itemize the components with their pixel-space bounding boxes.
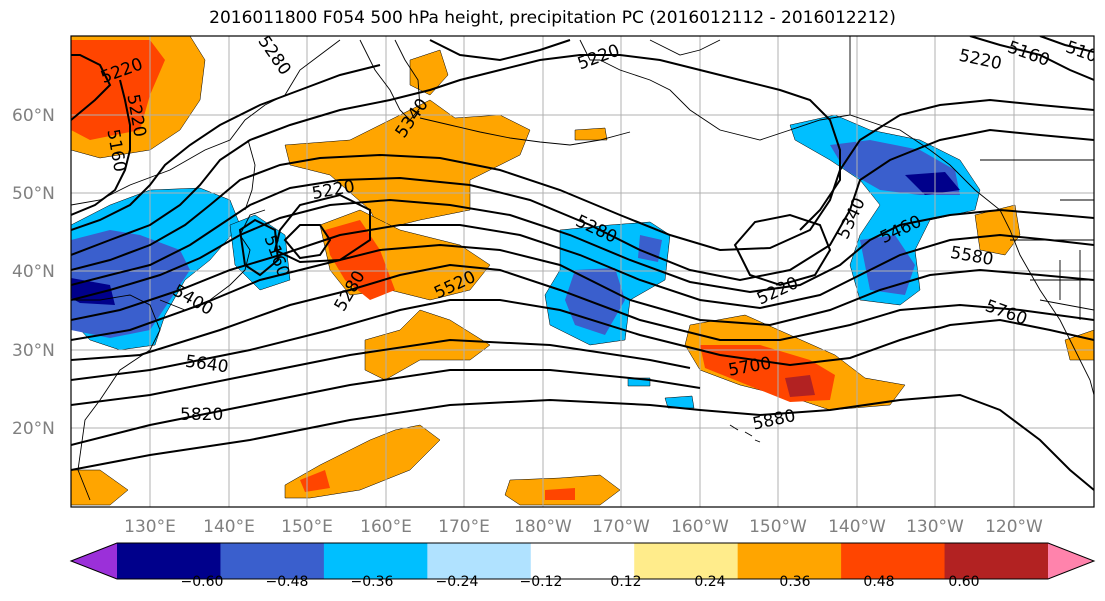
shade-hawaii-cyan [664, 395, 695, 409]
shade-hawaii-darkred [785, 375, 815, 397]
colorbar [69, 542, 1096, 580]
shade-ocean-orange [364, 309, 491, 381]
colorbar-segment [427, 543, 532, 579]
shade-ca-orange [974, 204, 1021, 256]
contour-low-jp [283, 224, 332, 260]
colorbar-tick-label: −0.60 [181, 574, 224, 590]
coastlines [71, 36, 1094, 501]
contour-5160 [71, 79, 131, 216]
lon-label: 150°E [281, 517, 333, 537]
contour-5340 [71, 98, 1094, 271]
contour-nwlow [71, 54, 112, 121]
lon-label: 150°W [749, 517, 807, 537]
shade-small-orange [574, 127, 608, 141]
colorbar-ticks: −0.60 −0.48 −0.36 −0.24 −0.12 0.12 0.24 … [181, 574, 980, 590]
coast-asia [71, 39, 341, 501]
coast-sakhalin [244, 139, 256, 211]
coast-kamchatka [359, 39, 421, 121]
contour-5220b [273, 193, 371, 264]
colorbar-tick-label: −0.48 [266, 574, 309, 590]
lon-label: 160°E [360, 517, 412, 537]
lon-label: 130°W [906, 517, 964, 537]
coast-hawaii [729, 424, 761, 443]
shade-mid-blue2 [638, 235, 662, 262]
coast-aleutians [419, 117, 631, 146]
lon-label: 130°E [124, 517, 176, 537]
map-frame [70, 35, 1095, 508]
shade-mid-blue [565, 268, 625, 335]
shade-westcoast-blue [860, 235, 915, 295]
colorbar-outline [69, 542, 1096, 580]
colorbar-segment [944, 543, 1049, 579]
colorbar-segment [530, 543, 635, 579]
colorbar-segment [737, 543, 842, 579]
lon-label: 170°W [592, 517, 650, 537]
contour-5400 [71, 128, 1094, 286]
colorbar-segment [841, 543, 946, 579]
coast-alaska [599, 59, 1094, 396]
lon-label: 170°E [438, 517, 490, 537]
lat-label: 40°N [12, 262, 55, 282]
precip-positive-shading [71, 36, 1094, 506]
colorbar-tick-label: 0.24 [694, 574, 725, 590]
shade-aleut-orange [409, 49, 449, 96]
latitude-labels: 60°N 50°N 40°N 30°N 20°N [12, 106, 55, 439]
colorbar-segment [323, 543, 428, 579]
colorbar-segment [634, 543, 739, 579]
lon-label: 140°E [203, 517, 255, 537]
contour-label: 5820 [180, 405, 223, 425]
lat-label: 30°N [12, 341, 55, 361]
colorbar-tick-label: 0.60 [948, 574, 979, 590]
contour-low-mid [733, 213, 832, 287]
lon-label: 120°W [985, 517, 1043, 537]
lon-label: 140°W [828, 517, 886, 537]
canada-border [849, 36, 1094, 201]
shade-japan-red [325, 220, 395, 300]
coast-alaska-north [579, 39, 721, 61]
longitude-labels: 130°E 140°E 150°E 160°E 170°E 180°W 170°… [124, 517, 1043, 537]
colorbar-extend-high [1048, 543, 1094, 579]
contour-5160b [969, 36, 1094, 81]
contour-low-sak [238, 218, 280, 277]
contour-5820 [71, 369, 701, 446]
shade-gulf-navy [905, 172, 960, 195]
lon-label: 180°W [514, 517, 572, 537]
contour-5280 [71, 54, 841, 256]
contour-5580 [71, 243, 1094, 341]
contour-5880 [71, 393, 1094, 491]
contour-5520 [71, 224, 1094, 321]
graticule [71, 36, 1094, 507]
colorbar-segment [220, 543, 325, 579]
colorbar-extend-low [71, 543, 117, 579]
colorbar-segment [117, 543, 221, 579]
shade-asia-navy [71, 278, 115, 305]
lat-label: 60°N [12, 106, 55, 126]
contour-5640 [71, 263, 1094, 361]
colorbar-tick-label: 0.36 [779, 574, 810, 590]
contour-5100 [1039, 36, 1094, 53]
contour-5700 [71, 299, 1094, 381]
colorbar-tick-label: −0.24 [436, 574, 479, 590]
contour-5460 [71, 198, 1094, 301]
map-title: 2016011800 F054 500 hPa height, precipit… [209, 8, 896, 28]
colorbar-tick-label: −0.36 [351, 574, 394, 590]
lat-label: 50°N [12, 184, 55, 204]
colorbar-tick-label: −0.12 [520, 574, 563, 590]
colorbar-tick-label: 0.12 [610, 574, 641, 590]
height-contours [71, 36, 1094, 491]
contour-5220a [71, 64, 381, 231]
lon-label: 160°W [671, 517, 729, 537]
shade-tropics-red2 [545, 488, 575, 500]
lat-label: 20°N [12, 419, 55, 439]
shade-sw-orange [71, 469, 129, 506]
contour-5760a [71, 338, 691, 406]
precip-negative-shading [71, 114, 981, 409]
colorbar-tick-label: 0.48 [863, 574, 894, 590]
contour-5220c [429, 39, 571, 62]
